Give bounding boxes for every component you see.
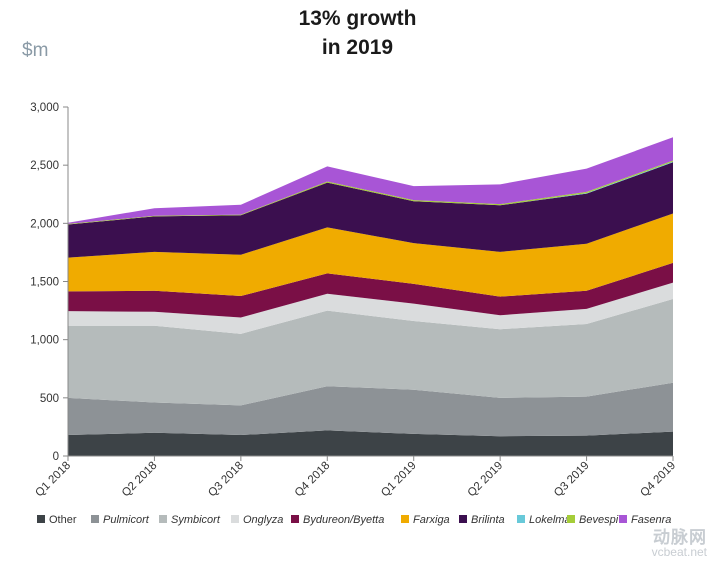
watermark: 动脉网 vcbeat.net	[651, 528, 707, 559]
legend: Other Pulmicort Symbicort Onglyza Bydureon/B…	[37, 514, 671, 526]
legend-label: Onglyza	[243, 514, 283, 526]
legend-swatch	[619, 515, 627, 523]
legend-label: Pulmicort	[103, 514, 150, 526]
x-tick-label: Q4 2019	[638, 460, 678, 500]
legend-item-lokelma: Lokelma	[517, 514, 571, 526]
legend-item-bevespi: Bevespi	[567, 514, 619, 526]
legend-swatch	[231, 515, 239, 523]
x-tick-label: Q4 2018	[293, 460, 333, 500]
watermark-line-1: 动脉网	[653, 528, 707, 547]
legend-swatch	[91, 515, 99, 523]
legend-item-onglyza: Onglyza	[231, 514, 283, 526]
legend-item-farxiga: Farxiga	[401, 514, 450, 526]
legend-label: Lokelma	[529, 514, 571, 526]
area-onglyza	[68, 282, 673, 334]
y-tick-label: 0	[53, 451, 59, 463]
x-tick-label: Q2 2019	[466, 460, 506, 500]
area-farxiga	[68, 213, 673, 297]
legend-item-fasenra: Fasenra	[619, 514, 671, 526]
legend-label: Bevespi	[579, 514, 619, 526]
legend-swatch	[401, 515, 409, 523]
area-layers	[68, 137, 673, 456]
y-tick-label: 3,000	[30, 102, 59, 114]
legend-swatch	[291, 515, 299, 523]
legend-swatch	[37, 515, 45, 523]
legend-item-other: Other	[37, 514, 77, 526]
area-symbicort	[68, 298, 673, 406]
y-tick-label: 500	[40, 393, 59, 405]
watermark-line-2: vcbeat.net	[651, 545, 707, 559]
x-tick-label: Q3 2018	[206, 460, 246, 500]
y-tick-label: 1,000	[30, 335, 59, 347]
legend-label: Brilinta	[471, 514, 505, 526]
chart-title-line-2: in 2019	[321, 36, 394, 59]
x-axis: Q1 2018 Q2 2018 Q3 2018 Q4 2018 Q1 2019 Q2 20…	[33, 455, 678, 500]
y-tick-label: 2,000	[30, 218, 59, 230]
x-tick-label: Q1 2018	[33, 460, 73, 500]
area-brilinta	[68, 162, 673, 258]
area-bydureon-byetta	[68, 262, 673, 318]
y-axis-unit-label: $m	[22, 40, 49, 61]
x-tick-label: Q3 2019	[552, 460, 592, 500]
y-axis: 0 500 1,000 1,500 2,000 2,500 3,000	[30, 102, 69, 463]
chart-title-line-1: 13% growth	[298, 7, 417, 30]
legend-swatch	[159, 515, 167, 523]
legend-label: Bydureon/Byetta	[303, 514, 384, 526]
area-fasenra	[68, 137, 673, 224]
legend-swatch	[517, 515, 525, 523]
legend-swatch	[567, 515, 575, 523]
y-tick-label: 2,500	[30, 160, 59, 172]
chart-title: 13% growth in 2019	[0, 4, 715, 62]
y-tick-label: 1,500	[30, 277, 59, 289]
area-other	[68, 430, 673, 456]
legend-label: Symbicort	[171, 514, 221, 526]
x-tick-label: Q1 2019	[379, 460, 419, 500]
legend-label: Farxiga	[413, 514, 450, 526]
x-tick-label: Q2 2018	[120, 460, 160, 500]
area-pulmicort	[68, 382, 673, 437]
legend-label: Fasenra	[631, 514, 671, 526]
legend-item-bydureon-byetta: Bydureon/Byetta	[291, 514, 384, 526]
legend-item-symbicort: Symbicort	[159, 514, 221, 526]
legend-label: Other	[49, 514, 77, 526]
legend-item-pulmicort: Pulmicort	[91, 514, 150, 526]
legend-swatch	[459, 515, 467, 523]
legend-item-brilinta: Brilinta	[459, 514, 505, 526]
